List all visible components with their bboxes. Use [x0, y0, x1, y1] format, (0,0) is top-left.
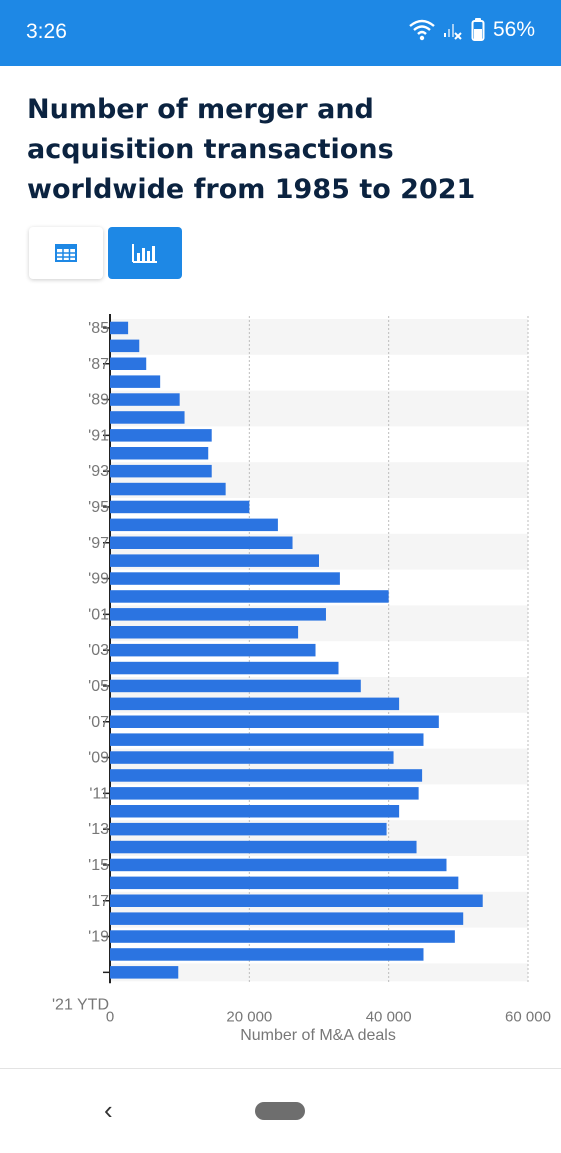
bar-95	[110, 500, 250, 514]
home-pill-icon[interactable]	[255, 1102, 305, 1120]
bar-91	[110, 429, 212, 442]
y-tick-label: '85	[88, 320, 109, 337]
bar-21YTD	[110, 966, 179, 979]
battery-icon	[471, 18, 485, 41]
bar-86	[110, 339, 140, 353]
bar-89	[110, 393, 180, 406]
y-tick-label: '19	[88, 929, 109, 946]
chart-bars	[110, 321, 483, 979]
bar-00	[110, 590, 389, 603]
y-tick-label: '93	[88, 463, 109, 480]
table-view-button[interactable]	[29, 227, 103, 279]
chart-band	[110, 319, 528, 355]
bar-19	[110, 930, 455, 943]
bar-17	[110, 894, 483, 907]
y-tick-label: '09	[88, 750, 109, 767]
bar-08	[110, 733, 424, 746]
bar-88	[110, 375, 161, 388]
chart-band	[110, 963, 528, 982]
chart-bands	[110, 319, 528, 982]
wifi-icon	[409, 19, 435, 41]
bar-20	[110, 948, 424, 961]
bar-10	[110, 769, 423, 782]
bar-98	[110, 554, 319, 567]
bar-05	[110, 679, 361, 693]
y-tick-label: '89	[88, 392, 109, 409]
y-tick-label: '15	[88, 857, 109, 874]
bar-chart: '85 '87 '89 '91 '93 '95 '97 '99 '01 '03 '05 '07 '09 '…	[52, 314, 551, 1044]
bar-chart-view-button[interactable]	[108, 227, 182, 279]
y-tick-label: '87	[88, 356, 109, 373]
bar-06	[110, 697, 400, 711]
x-tick-label: 20 000	[226, 1008, 272, 1025]
bar-96	[110, 518, 278, 532]
bar-11	[110, 787, 419, 800]
bar-93	[110, 464, 212, 478]
table-icon	[55, 244, 77, 262]
bar-92	[110, 447, 209, 460]
bar-09	[110, 751, 394, 764]
y-tick-label: '05	[88, 678, 109, 695]
bar-03	[110, 643, 316, 657]
status-time: 3:26	[26, 20, 67, 43]
y-tick-labels: '85 '87 '89 '91 '93 '95 '97 '99 '01 '03 '05 '07 '09 '…	[52, 320, 110, 1013]
y-tick-label: '13	[88, 821, 109, 838]
y-tick-label: '11	[89, 785, 109, 802]
status-icons: 56%	[409, 18, 535, 42]
bar-13	[110, 822, 387, 836]
y-tick-label: '03	[88, 642, 109, 659]
status-bar: 3:26 56%	[0, 0, 561, 66]
y-tick-label: '99	[88, 571, 109, 588]
bar-chart-icon	[132, 244, 157, 263]
bar-90	[110, 411, 185, 424]
navigation-bar: ‹	[0, 1068, 561, 1153]
battery-percent: 56%	[492, 18, 535, 41]
bar-18	[110, 912, 464, 925]
bar-16	[110, 876, 459, 890]
x-tick-labels: 0 20 000 40 000 60 000	[106, 1008, 551, 1025]
x-axis-label: Number of M&A deals	[240, 1027, 396, 1044]
y-tick-label: '17	[88, 893, 109, 910]
signal-no-service-icon	[443, 24, 462, 40]
x-tick-label: 40 000	[366, 1008, 412, 1025]
y-tick-label: '95	[88, 499, 109, 516]
y-tick-label: '07	[88, 714, 109, 731]
bar-14	[110, 840, 417, 854]
bar-85	[110, 321, 129, 335]
bar-97	[110, 536, 293, 549]
y-tick-label: '97	[88, 535, 109, 552]
page-title: Number of merger and acquisition transac…	[27, 94, 476, 205]
bar-07	[110, 715, 439, 728]
bar-04	[110, 661, 339, 675]
back-chevron-icon[interactable]: ‹	[104, 1095, 113, 1125]
bar-12	[110, 805, 400, 818]
bar-94	[110, 482, 226, 496]
bar-01	[110, 608, 326, 621]
x-tick-label: 60 000	[505, 1008, 551, 1025]
y-tick-label: '91	[88, 427, 109, 444]
bar-15	[110, 858, 447, 872]
x-tick-label: 0	[106, 1008, 114, 1025]
bar-02	[110, 626, 299, 639]
bar-99	[110, 572, 340, 585]
y-tick-label: '01	[88, 606, 109, 623]
y-tick-label: '21 YTD	[52, 996, 109, 1013]
bar-87	[110, 357, 147, 370]
